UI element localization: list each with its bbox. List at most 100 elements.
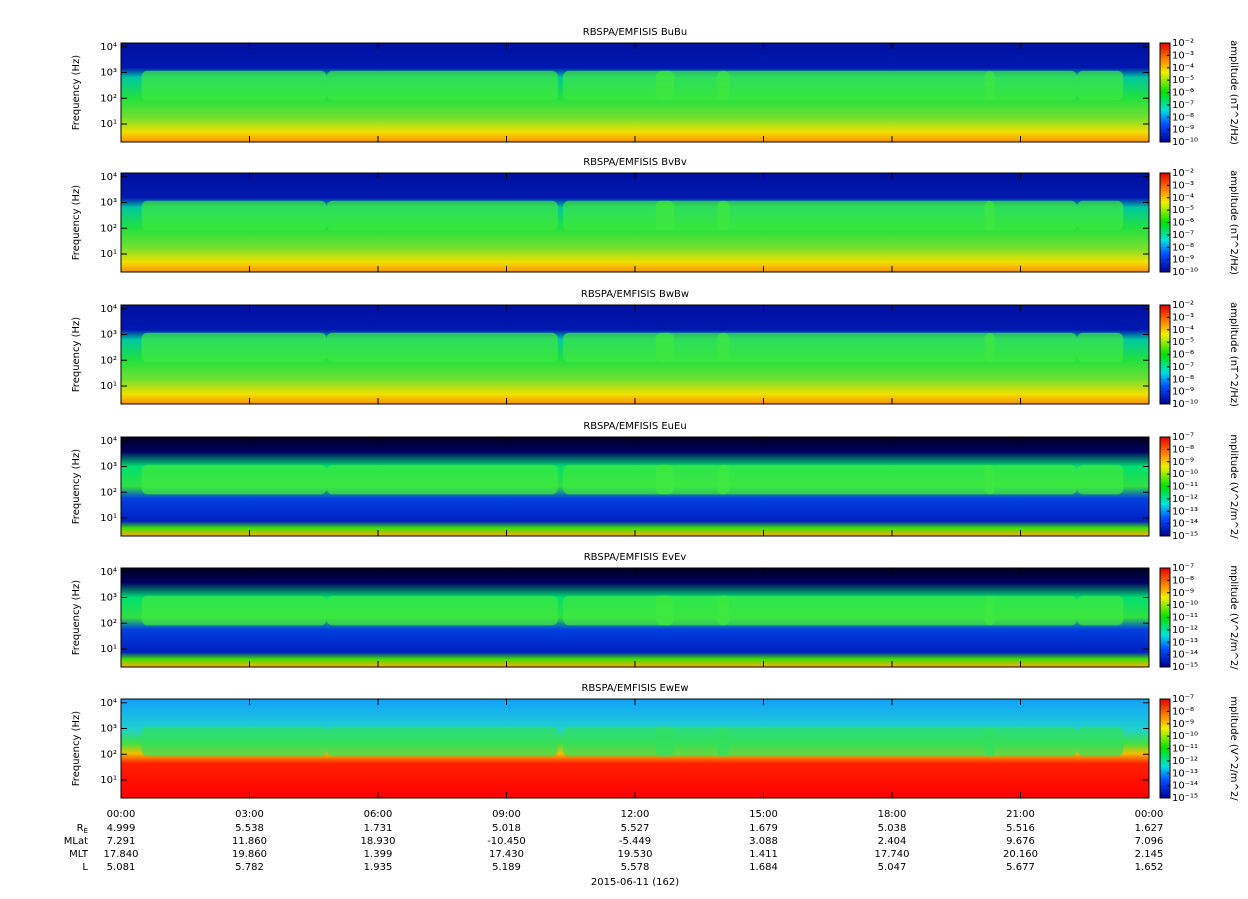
spectrogram-feature bbox=[1077, 200, 1124, 231]
colorbar-tick-label: 10⁻⁶ bbox=[1172, 350, 1194, 361]
colorbar-tick-label: 10⁻¹² bbox=[1172, 625, 1198, 636]
spectrogram-feature bbox=[984, 200, 1078, 231]
y-tick-label: 10⁴ bbox=[100, 567, 117, 578]
ephemeris-value: 3.088 bbox=[749, 836, 778, 847]
y-axis-label: Frequency (Hz) bbox=[71, 449, 82, 525]
colorbar-tick-label: 10⁻⁵ bbox=[1172, 337, 1194, 348]
ephemeris-value: 5.782 bbox=[235, 862, 264, 873]
ephemeris-value: 9.676 bbox=[1006, 836, 1035, 847]
colorbar-tick-label: 10⁻¹⁵ bbox=[1172, 793, 1198, 804]
panel-title: RBSPA/EMFISIS EvEv bbox=[584, 552, 687, 563]
ephemeris-value: 5.516 bbox=[1006, 823, 1035, 834]
ephemeris-label: RE bbox=[77, 823, 88, 835]
colorbar-tick-label: 10⁻⁵ bbox=[1172, 75, 1194, 86]
spectrogram-feature bbox=[1077, 595, 1124, 626]
ephemeris-value: -5.449 bbox=[619, 836, 651, 847]
colorbar-tick-label: 10⁻⁸ bbox=[1172, 575, 1194, 586]
spectrogram-feature bbox=[326, 595, 558, 626]
colorbar-tick-label: 10⁻¹⁴ bbox=[1172, 519, 1198, 530]
spectrogram-feature bbox=[1077, 464, 1124, 495]
colorbar-tick-label: 10⁻¹⁵ bbox=[1172, 531, 1198, 542]
colorbar-tick-label: 10⁻⁷ bbox=[1172, 432, 1194, 443]
y-tick-label: 10¹ bbox=[100, 775, 117, 786]
colorbar-tick-label: 10⁻⁶ bbox=[1172, 218, 1194, 229]
y-tick-label: 10¹ bbox=[100, 513, 117, 524]
x-tick-label: 09:00 bbox=[492, 809, 521, 820]
ephemeris-value: 1.679 bbox=[749, 823, 778, 834]
colorbar-label: amplitude (nT^2/Hz) bbox=[1228, 170, 1239, 275]
y-tick-label: 10¹ bbox=[100, 119, 117, 130]
panel-title: RBSPA/EMFISIS BwBw bbox=[581, 289, 689, 300]
colorbar-tick-label: 10⁻⁷ bbox=[1172, 230, 1194, 241]
colorbar-tick-label: 10⁻⁸ bbox=[1172, 444, 1194, 455]
colorbar-tick-label: 10⁻² bbox=[1172, 300, 1194, 311]
y-axis-label: Frequency (Hz) bbox=[71, 580, 82, 656]
spectrogram-feature bbox=[717, 464, 995, 495]
spectrogram-feature bbox=[655, 464, 730, 495]
ephemeris-value: 1.684 bbox=[749, 862, 778, 873]
ephemeris-value: 1.411 bbox=[749, 849, 778, 860]
panel-title: RBSPA/EMFISIS EwEw bbox=[581, 683, 688, 694]
ephemeris-value: 1.731 bbox=[364, 823, 393, 834]
spectrogram-feature bbox=[984, 332, 1078, 363]
x-tick-label: 00:00 bbox=[107, 809, 136, 820]
spectrogram-feature bbox=[984, 726, 1078, 757]
plots: RBSPA/EMFISIS BuBu Frequency (Hz) 10¹ 10² 10… bbox=[64, 27, 1239, 888]
colorbar-tick-label: 10⁻¹⁰ bbox=[1172, 731, 1198, 742]
colorbar-tick-label: 10⁻¹² bbox=[1172, 756, 1198, 767]
y-tick-label: 10³ bbox=[100, 198, 117, 209]
ephemeris-label-text: MLT bbox=[69, 849, 89, 860]
x-tick-label: 00:00 bbox=[1135, 809, 1164, 820]
spectrogram-feature bbox=[655, 595, 730, 626]
x-tick-label: 03:00 bbox=[235, 809, 264, 820]
spectrogram-feature bbox=[655, 726, 730, 757]
spectrogram-feature bbox=[984, 595, 1078, 626]
ephemeris-value: 4.999 bbox=[107, 823, 136, 834]
y-axis-label: Frequency (Hz) bbox=[71, 55, 82, 131]
colorbar-tick-label: 10⁻⁶ bbox=[1172, 88, 1194, 99]
spectrogram-feature bbox=[141, 595, 327, 626]
colorbar-tick-label: 10⁻³ bbox=[1172, 312, 1194, 323]
spectrogram-feature bbox=[655, 70, 730, 101]
ephemeris-value: 1.652 bbox=[1135, 862, 1164, 873]
colorbar-label: mplitude (V^2/m^2/ bbox=[1228, 434, 1239, 539]
colorbar-tick-label: 10⁻⁵ bbox=[1172, 205, 1194, 216]
y-tick-label: 10³ bbox=[100, 330, 117, 341]
colorbar-tick-label: 10⁻¹¹ bbox=[1172, 744, 1198, 755]
colorbar-tick-label: 10⁻⁷ bbox=[1172, 362, 1194, 373]
spectrogram-feature bbox=[141, 726, 327, 757]
colorbar-label: amplitude (nT^2/Hz) bbox=[1228, 40, 1239, 145]
ephemeris-label: MLT bbox=[69, 849, 89, 860]
ephemeris-value: 5.081 bbox=[107, 862, 136, 873]
panel-title: RBSPA/EMFISIS BvBv bbox=[583, 157, 687, 168]
ephemeris-label-text: R bbox=[77, 823, 84, 834]
y-tick-label: 10⁴ bbox=[100, 172, 117, 183]
colorbar-tick-label: 10⁻¹¹ bbox=[1172, 482, 1198, 493]
colorbar-tick-label: 10⁻¹² bbox=[1172, 494, 1198, 505]
spectrogram-feature bbox=[984, 70, 1078, 101]
y-tick-label: 10⁴ bbox=[100, 698, 117, 709]
spectrogram-feature bbox=[326, 332, 558, 363]
colorbar-label: mplitude (V^2/m^2/ bbox=[1228, 696, 1239, 801]
x-tick-label: 06:00 bbox=[364, 809, 393, 820]
y-tick-label: 10⁴ bbox=[100, 42, 117, 53]
ephemeris-value: 11.860 bbox=[232, 836, 267, 847]
colorbar-tick-label: 10⁻¹⁵ bbox=[1172, 662, 1198, 673]
ephemeris-label-text: L bbox=[82, 862, 88, 873]
ephemeris-value: 17.740 bbox=[875, 849, 910, 860]
colorbar-tick-label: 10⁻¹³ bbox=[1172, 768, 1198, 779]
spectrogram-feature bbox=[655, 332, 730, 363]
colorbar-tick-label: 10⁻⁹ bbox=[1172, 255, 1194, 266]
ephemeris-value: 17.840 bbox=[104, 849, 139, 860]
colorbar-tick-label: 10⁻⁷ bbox=[1172, 563, 1194, 574]
ephemeris-value: 1.399 bbox=[364, 849, 393, 860]
ephemeris-value: 7.291 bbox=[107, 836, 136, 847]
ephemeris-value: 1.627 bbox=[1135, 823, 1164, 834]
spectrogram-feature bbox=[717, 595, 995, 626]
spectrogram-feature bbox=[563, 595, 675, 626]
ephemeris-value: 5.527 bbox=[621, 823, 650, 834]
y-tick-label: 10² bbox=[100, 749, 117, 760]
y-tick-label: 10³ bbox=[100, 593, 117, 604]
colorbar-tick-label: 10⁻¹⁰ bbox=[1172, 600, 1198, 611]
